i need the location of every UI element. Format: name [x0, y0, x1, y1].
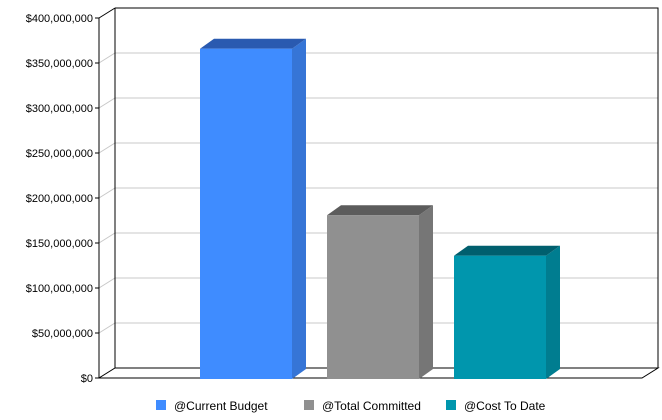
- y-tick-label: $200,000,000: [26, 193, 93, 205]
- bar-side: [292, 38, 306, 379]
- bar: [454, 245, 560, 379]
- side-wall-top-edge: [98, 7, 116, 19]
- legend: @Current Budget @Total Committed @Cost To …: [156, 399, 546, 413]
- bar-top: [327, 205, 433, 216]
- gridline: [98, 187, 658, 199]
- y-tick-label: $50,000,000: [32, 328, 93, 340]
- bar-front: [200, 48, 292, 379]
- bars: [200, 38, 560, 379]
- y-tick-label: $400,000,000: [26, 13, 93, 25]
- y-tick-label: $0: [81, 373, 93, 385]
- gridline: [98, 142, 658, 154]
- legend-label: @Total Committed: [322, 399, 421, 413]
- y-tick-label: $350,000,000: [26, 58, 93, 70]
- gridline: [98, 52, 658, 64]
- y-axis-ticks: $0 $50,000,000 $100,000,000 $150,000,000 $20…: [26, 13, 99, 385]
- legend-swatch: [446, 400, 456, 410]
- bar: [327, 205, 433, 379]
- bar-front: [454, 255, 546, 379]
- bar-side: [546, 245, 560, 379]
- y-tick-label: $100,000,000: [26, 283, 93, 295]
- y-tick-label: $250,000,000: [26, 148, 93, 160]
- legend-swatch: [156, 400, 166, 410]
- legend-item: @Total Committed: [304, 399, 421, 413]
- y-tick-label: $300,000,000: [26, 103, 93, 115]
- bar-top: [200, 38, 306, 49]
- legend-label: @Current Budget: [174, 399, 268, 413]
- legend-swatch: [304, 400, 314, 410]
- legend-item: @Current Budget: [156, 399, 268, 413]
- bar: [200, 38, 306, 379]
- gridline: [98, 97, 658, 109]
- bar-front: [327, 215, 419, 379]
- back-wall-frame: [115, 7, 659, 368]
- legend-label: @Cost To Date: [464, 399, 546, 413]
- bar-side: [419, 205, 433, 379]
- bar-top: [454, 245, 560, 256]
- legend-item: @Cost To Date: [446, 399, 546, 413]
- y-tick-label: $150,000,000: [26, 238, 93, 250]
